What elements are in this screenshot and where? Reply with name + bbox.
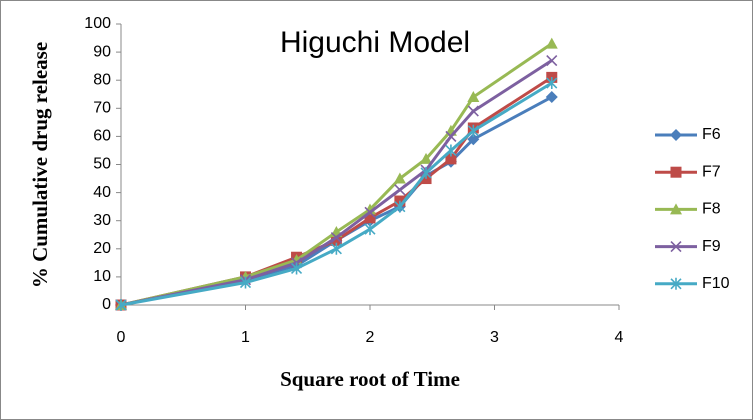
marker (420, 166, 432, 179)
series-line (120, 59, 553, 307)
marker (545, 91, 558, 104)
y-tick-label: 0 (102, 296, 111, 313)
marker (330, 231, 342, 244)
x-tick-label: 2 (366, 329, 375, 346)
legend-marker (670, 129, 682, 141)
y-tick-label: 20 (93, 240, 111, 257)
marker (239, 276, 252, 289)
y-tick-label: 70 (93, 100, 111, 117)
y-axis-title: % Cumulative drug release (28, 42, 52, 288)
y-tick-label: 60 (93, 128, 111, 145)
marker (445, 130, 457, 142)
marker (445, 153, 457, 165)
marker (546, 54, 558, 67)
legend-marker (670, 203, 682, 215)
y-tick-label: 90 (93, 43, 111, 60)
marker (467, 124, 479, 137)
marker (467, 105, 479, 117)
x-axis-title: Square root of Time (280, 367, 460, 391)
marker (393, 172, 406, 184)
legend-marker (670, 241, 682, 253)
legend-label: F8 (702, 201, 721, 218)
marker (364, 212, 376, 224)
chart-title: Higuchi Model (280, 26, 470, 59)
legend-label: F10 (702, 275, 730, 292)
series-line (120, 42, 553, 307)
series-line (120, 81, 553, 307)
marker (364, 206, 376, 218)
marker (394, 200, 406, 213)
marker (420, 152, 433, 164)
marker (330, 234, 342, 246)
marker (546, 77, 558, 90)
y-tick-label: 80 (93, 71, 111, 88)
marker (445, 144, 457, 157)
marker (364, 223, 376, 236)
marker (545, 37, 558, 49)
marker (467, 91, 480, 103)
marker (330, 242, 342, 255)
y-tick-label: 50 (93, 156, 111, 173)
y-tick-label: 10 (93, 268, 111, 285)
marker (394, 184, 406, 196)
x-tick-label: 4 (615, 329, 624, 346)
legend-label: F7 (702, 163, 721, 180)
x-tick-label: 1 (241, 329, 250, 346)
y-tick-label: 100 (84, 15, 111, 32)
marker (115, 299, 127, 311)
y-tick-label: 40 (93, 184, 111, 201)
legend-label: F6 (702, 126, 721, 143)
legend-marker (670, 166, 682, 178)
legend-label: F9 (702, 238, 721, 255)
marker (290, 262, 303, 275)
marker (467, 133, 480, 146)
x-tick-label: 3 (490, 329, 499, 346)
y-tick-label: 30 (93, 212, 111, 229)
legend-marker (670, 277, 682, 290)
x-tick-label: 0 (117, 329, 126, 346)
